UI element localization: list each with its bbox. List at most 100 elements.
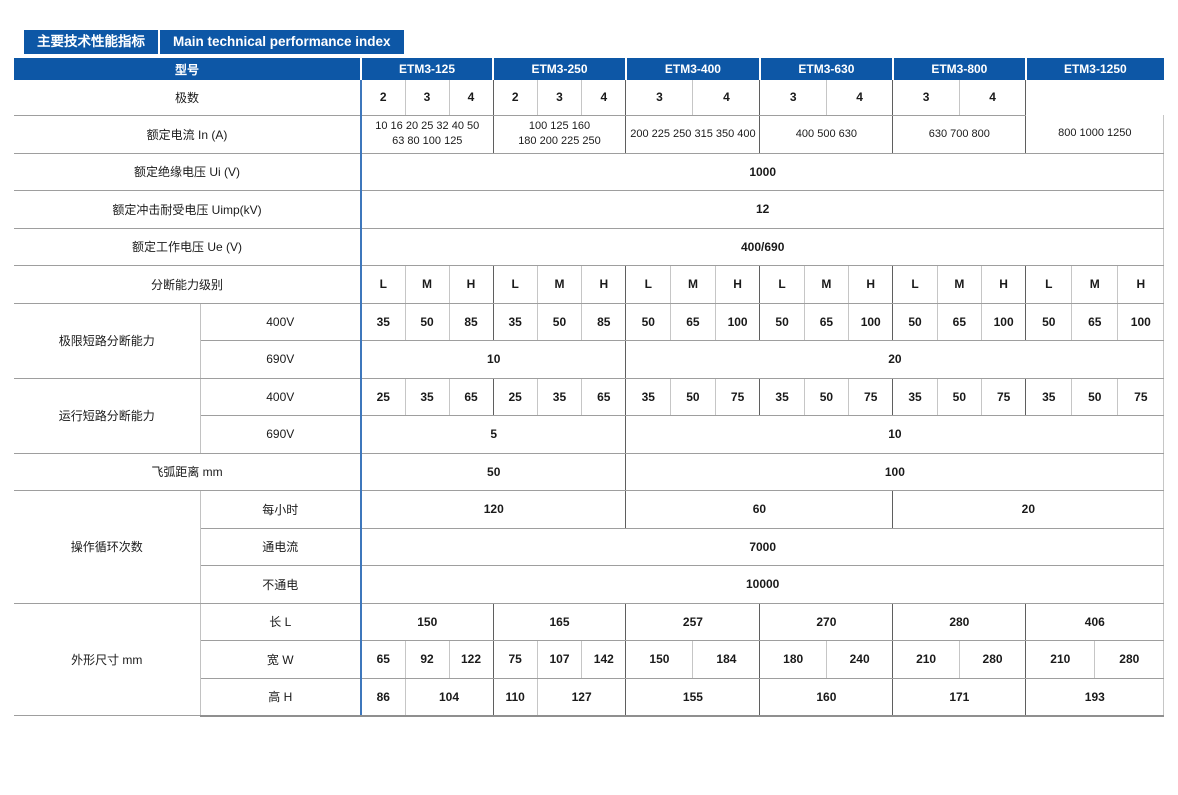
spec-value-cell: 3	[625, 80, 694, 116]
spec-value-cell: 35	[405, 378, 450, 416]
spec-value-cell: H	[848, 265, 894, 304]
row-sublabel: 690V	[200, 340, 362, 379]
spec-value-cell: 270	[759, 603, 894, 641]
spec-value-cell: 4	[959, 80, 1027, 116]
spec-value-cell: 3	[892, 80, 960, 116]
spec-value-cell: 50	[405, 303, 450, 341]
spec-value-cell: 1000	[360, 153, 1165, 191]
spec-value-cell: M	[1071, 265, 1119, 304]
spec-value-cell: 100	[625, 453, 1165, 491]
spec-value-cell: L	[759, 265, 805, 304]
spec-value-cell: 100	[848, 303, 894, 341]
spec-value-cell: 100	[981, 303, 1027, 341]
spec-value-cell: 20	[892, 490, 1165, 529]
row-label: 额定冲击耐受电压 Uimp(kV)	[14, 190, 362, 229]
section-title-zh: 主要技术性能指标	[37, 34, 145, 49]
spec-value-cell: L	[360, 265, 406, 304]
model-column-header: ETM3-250	[492, 58, 626, 80]
spec-value-cell: 20	[625, 340, 1165, 379]
spec-value-cell: 104	[405, 678, 494, 717]
row-sublabel: 400V	[200, 378, 362, 416]
title-separator	[158, 30, 160, 54]
row-sublabel: 每小时	[200, 490, 362, 529]
spec-value-cell: 12	[360, 190, 1165, 229]
spec-value-cell: 50	[537, 303, 583, 341]
spec-value-cell: L	[625, 265, 672, 304]
spec-table-head: 型号 ETM3-125 ETM3-250 ETM3-400 ETM3-630 ETM3-8…	[14, 58, 1164, 80]
spec-value-cell: 50	[1025, 303, 1073, 341]
spec-value-cell: 280	[1094, 640, 1165, 679]
spec-value-cell: 210	[1025, 640, 1096, 679]
spec-value-cell: 86	[360, 678, 406, 717]
spec-value-cell: 50	[1071, 378, 1119, 416]
spec-value-cell: 65	[449, 378, 494, 416]
row-sublabel: 690V	[200, 415, 362, 454]
row-label: 额定工作电压 Ue (V)	[14, 228, 362, 266]
spec-value-cell: 65	[670, 303, 716, 341]
spec-value-cell: 10000	[360, 565, 1165, 604]
spec-value-cell: M	[937, 265, 982, 304]
spec-value-cell: 10	[360, 340, 627, 379]
spec-value-cell: 142	[581, 640, 627, 679]
spec-value-cell: 85	[449, 303, 494, 341]
spec-value-cell: L	[1025, 265, 1073, 304]
row-label: 额定绝缘电压 Ui (V)	[14, 153, 362, 191]
spec-value-cell: 75	[848, 378, 894, 416]
spec-value-cell: 800 1000 1250	[1025, 115, 1165, 154]
spec-value-cell: 50	[804, 378, 850, 416]
spec-table-body: 极数 2 3 4 2 3 4 3 4 3 4 3 4 额定电流 In (A) 10 16 20 25 32 …	[14, 80, 1165, 717]
spec-value-cell: 3	[405, 80, 450, 116]
spec-value-cell: 4	[449, 80, 494, 116]
spec-value-cell: 257	[625, 603, 761, 641]
spec-value-cell: 50	[625, 303, 672, 341]
row-sublabel: 不通电	[200, 565, 362, 604]
spec-value-cell: 2	[360, 80, 406, 116]
spec-value-cell: 75	[715, 378, 761, 416]
row-group-label: 外形尺寸 mm	[14, 603, 201, 716]
spec-value-cell: 50	[937, 378, 982, 416]
spec-value-cell: 240	[826, 640, 894, 679]
spec-value-cell: M	[405, 265, 450, 304]
spec-value-cell: 75	[981, 378, 1027, 416]
spec-value-cell: M	[804, 265, 850, 304]
spec-value-cell: 10 16 20 25 32 40 50 63 80 100 125	[360, 115, 494, 154]
spec-value-cell: 85	[581, 303, 627, 341]
spec-value-cell: H	[981, 265, 1027, 304]
spec-value-cell: 25	[360, 378, 406, 416]
row-group-label: 极限短路分断能力	[14, 303, 201, 379]
spec-value-cell: 5	[360, 415, 627, 454]
row-label: 分断能力级别	[14, 265, 362, 304]
spec-value-cell: 50	[759, 303, 805, 341]
spec-value-cell: H	[715, 265, 761, 304]
spec-value-cell: 65	[804, 303, 850, 341]
row-sublabel: 长 L	[200, 603, 362, 641]
spec-value-cell: 35	[892, 378, 938, 416]
section-title: 主要技术性能指标 Main technical performance inde…	[24, 30, 404, 54]
spec-value-cell: 7000	[360, 528, 1165, 566]
spec-value-cell: 65	[360, 640, 406, 679]
spec-value-cell: M	[670, 265, 716, 304]
row-sublabel: 通电流	[200, 528, 362, 566]
model-column-header: ETM3-1250	[1024, 58, 1164, 80]
spec-value-cell: 155	[625, 678, 761, 717]
row-label: 飞弧距离 mm	[14, 453, 362, 491]
spec-value-cell: 180	[759, 640, 827, 679]
spec-value-cell: 65	[581, 378, 627, 416]
spec-value-cell: 107	[537, 640, 583, 679]
spec-value-cell: M	[537, 265, 583, 304]
row-sublabel: 宽 W	[200, 640, 362, 679]
spec-value-cell: 127	[537, 678, 627, 717]
spec-value-cell: 165	[493, 603, 627, 641]
spec-value-cell: 65	[1071, 303, 1119, 341]
spec-value-cell: 50	[670, 378, 716, 416]
spec-value-cell: 2	[493, 80, 538, 116]
spec-value-cell: 150	[360, 603, 494, 641]
spec-value-cell: 4	[692, 80, 761, 116]
spec-value-cell: H	[1117, 265, 1165, 304]
model-column-header: ETM3-125	[360, 58, 494, 80]
spec-value-cell: 100	[1117, 303, 1165, 341]
row-label: 极数	[14, 80, 362, 116]
spec-value-cell: 35	[360, 303, 406, 341]
row-group-label: 运行短路分断能力	[14, 378, 201, 454]
spec-table: 型号 ETM3-125 ETM3-250 ETM3-400 ETM3-630 ETM3-8…	[14, 58, 1165, 717]
